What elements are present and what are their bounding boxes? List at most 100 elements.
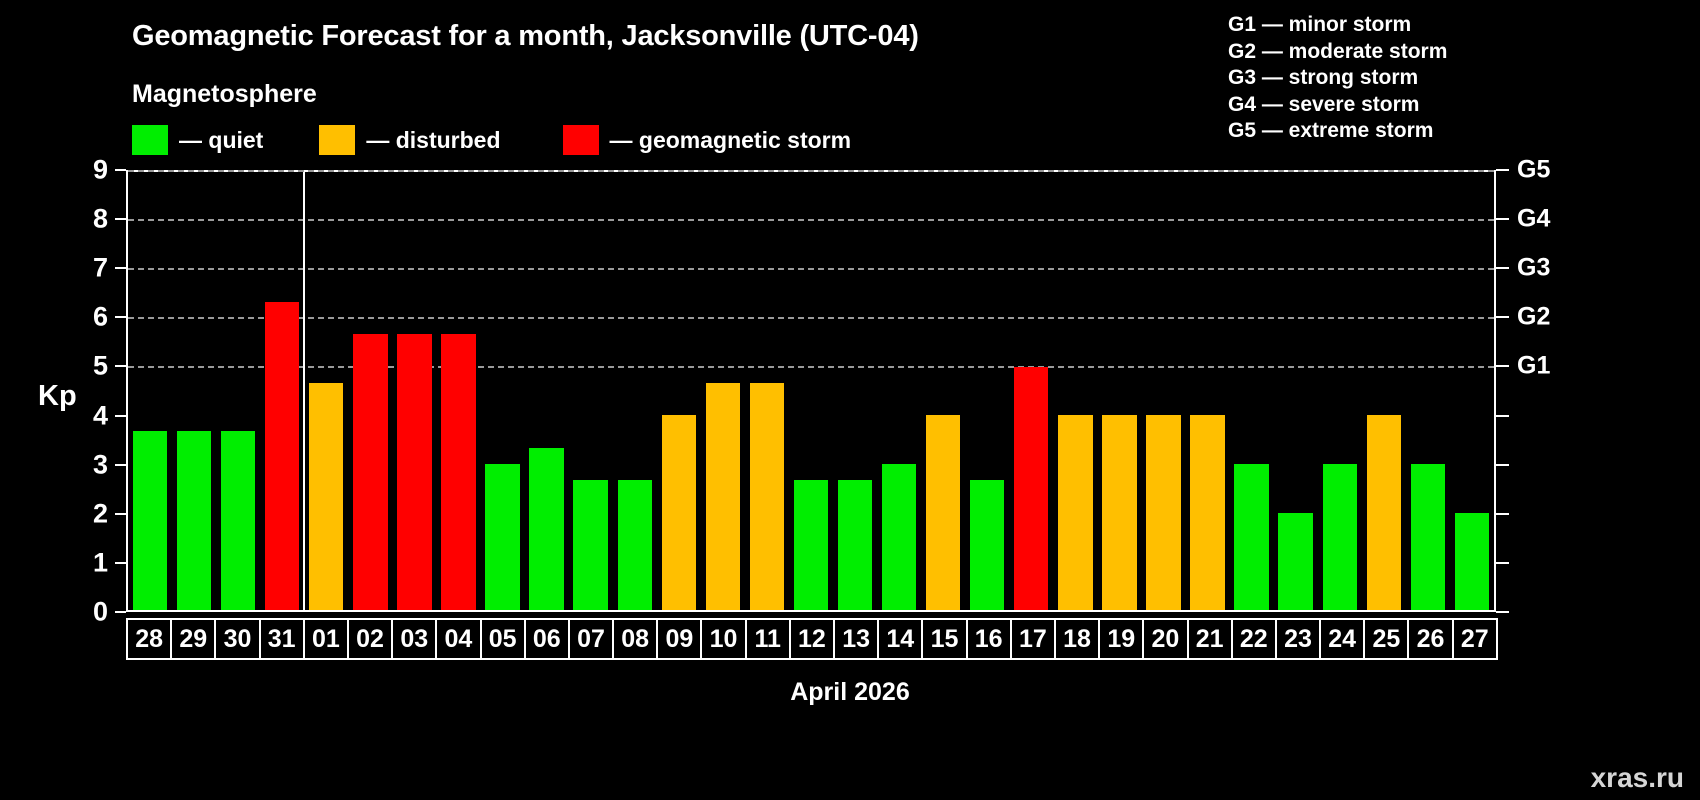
bar-22[interactable] xyxy=(1234,464,1269,610)
date-cell-04[interactable]: 04 xyxy=(435,618,482,660)
bar-slot-11[interactable] xyxy=(745,172,789,610)
bar-10[interactable] xyxy=(705,382,741,610)
bar-29[interactable] xyxy=(176,431,212,610)
bar-slot-01[interactable] xyxy=(304,172,348,610)
bar-slot-22[interactable] xyxy=(1230,172,1274,610)
date-cell-25[interactable]: 25 xyxy=(1363,618,1410,660)
bar-15[interactable] xyxy=(925,415,961,610)
g-tick-label-g3: G3 xyxy=(1517,253,1551,282)
bar-28[interactable] xyxy=(132,431,168,610)
bar-slot-18[interactable] xyxy=(1053,172,1097,610)
bar-20[interactable] xyxy=(1146,415,1181,610)
date-cell-02[interactable]: 02 xyxy=(346,618,394,660)
bar-25[interactable] xyxy=(1366,415,1401,610)
bar-slot-31[interactable] xyxy=(260,172,304,610)
bar-30[interactable] xyxy=(220,431,256,610)
date-cell-29[interactable]: 29 xyxy=(170,618,217,660)
plot-inner xyxy=(128,170,1494,610)
date-cell-09[interactable]: 09 xyxy=(656,618,703,660)
date-cell-24[interactable]: 24 xyxy=(1319,618,1366,660)
date-cell-07[interactable]: 07 xyxy=(567,618,615,660)
bar-04[interactable] xyxy=(441,334,476,610)
date-cell-13[interactable]: 13 xyxy=(833,618,880,660)
date-cell-26[interactable]: 26 xyxy=(1407,618,1454,660)
date-cell-19[interactable]: 19 xyxy=(1098,618,1145,660)
date-cell-31[interactable]: 31 xyxy=(258,618,305,660)
bar-slot-08[interactable] xyxy=(613,172,657,610)
date-cell-18[interactable]: 18 xyxy=(1053,618,1101,660)
date-cell-12[interactable]: 12 xyxy=(788,618,835,660)
date-cell-27[interactable]: 27 xyxy=(1451,618,1498,660)
date-cell-20[interactable]: 20 xyxy=(1142,618,1189,660)
bar-11[interactable] xyxy=(749,382,785,610)
bar-12[interactable] xyxy=(793,480,829,610)
bar-slot-15[interactable] xyxy=(921,172,965,610)
bar-slot-12[interactable] xyxy=(789,172,833,610)
bar-slot-06[interactable] xyxy=(525,172,569,610)
date-cell-15[interactable]: 15 xyxy=(921,618,968,660)
bar-slot-16[interactable] xyxy=(965,172,1009,610)
date-cell-17[interactable]: 17 xyxy=(1009,618,1056,660)
bar-27[interactable] xyxy=(1454,512,1490,610)
bar-18[interactable] xyxy=(1058,415,1093,610)
date-cell-16[interactable]: 16 xyxy=(965,618,1012,660)
bar-slot-03[interactable] xyxy=(392,172,436,610)
color-legend: — quiet — disturbed — geomagnetic storm xyxy=(132,124,851,156)
bar-02[interactable] xyxy=(353,334,388,610)
date-cell-08[interactable]: 08 xyxy=(612,618,659,660)
legend-swatch-quiet xyxy=(132,125,168,155)
date-cell-03[interactable]: 03 xyxy=(391,618,438,660)
bar-31[interactable] xyxy=(265,301,300,610)
bar-slot-30[interactable] xyxy=(216,172,260,610)
bar-slot-23[interactable] xyxy=(1274,172,1318,610)
bar-slot-17[interactable] xyxy=(1009,172,1053,610)
bar-24[interactable] xyxy=(1322,464,1357,610)
bar-16[interactable] xyxy=(970,480,1005,610)
bar-slot-21[interactable] xyxy=(1186,172,1230,610)
bar-13[interactable] xyxy=(837,480,873,610)
date-cell-30[interactable]: 30 xyxy=(214,618,261,660)
date-cell-28[interactable]: 28 xyxy=(126,618,173,660)
bar-slot-25[interactable] xyxy=(1362,172,1406,610)
date-cell-06[interactable]: 06 xyxy=(523,618,570,660)
bar-06[interactable] xyxy=(529,447,564,610)
bar-slot-19[interactable] xyxy=(1097,172,1141,610)
bar-17[interactable] xyxy=(1014,366,1049,610)
bar-slot-24[interactable] xyxy=(1318,172,1362,610)
bar-slot-27[interactable] xyxy=(1450,172,1494,610)
bar-08[interactable] xyxy=(617,480,652,610)
bar-slot-10[interactable] xyxy=(701,172,745,610)
g-legend-line-2: G2 — moderate storm xyxy=(1228,39,1448,63)
bar-14[interactable] xyxy=(881,464,917,610)
bar-slot-05[interactable] xyxy=(481,172,525,610)
bar-slot-20[interactable] xyxy=(1141,172,1185,610)
date-cell-11[interactable]: 11 xyxy=(744,618,791,660)
y-tick-mark-7 xyxy=(115,267,126,270)
bar-21[interactable] xyxy=(1190,415,1225,610)
date-cell-23[interactable]: 23 xyxy=(1274,618,1322,660)
bar-slot-07[interactable] xyxy=(569,172,613,610)
date-cell-05[interactable]: 05 xyxy=(479,618,526,660)
date-cell-22[interactable]: 22 xyxy=(1230,618,1277,660)
bar-slot-02[interactable] xyxy=(348,172,392,610)
bar-07[interactable] xyxy=(573,480,608,610)
bar-01[interactable] xyxy=(309,382,344,610)
bar-19[interactable] xyxy=(1102,415,1137,610)
bar-03[interactable] xyxy=(397,334,432,610)
bar-slot-29[interactable] xyxy=(172,172,216,610)
bar-slot-13[interactable] xyxy=(833,172,877,610)
bar-slot-09[interactable] xyxy=(657,172,701,610)
bar-slot-26[interactable] xyxy=(1406,172,1450,610)
gridline-kp-8 xyxy=(128,219,1494,222)
bar-09[interactable] xyxy=(661,415,696,610)
date-cell-10[interactable]: 10 xyxy=(700,618,747,660)
date-cell-21[interactable]: 21 xyxy=(1186,618,1233,660)
bar-26[interactable] xyxy=(1410,464,1446,610)
bar-slot-04[interactable] xyxy=(436,172,480,610)
bar-slot-14[interactable] xyxy=(877,172,921,610)
bar-slot-28[interactable] xyxy=(128,172,172,610)
date-cell-01[interactable]: 01 xyxy=(302,618,349,660)
bar-23[interactable] xyxy=(1278,512,1313,610)
bar-05[interactable] xyxy=(485,464,520,610)
date-cell-14[interactable]: 14 xyxy=(877,618,924,660)
